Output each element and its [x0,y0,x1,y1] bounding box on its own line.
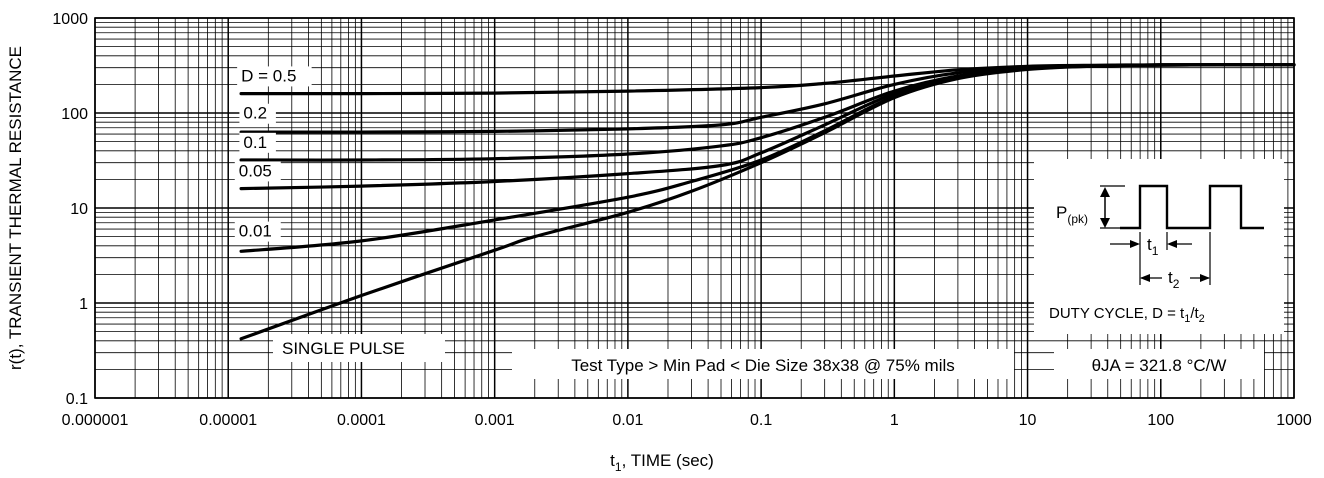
series-label-bg [237,66,312,87]
test-type-annotation: Test Type > Min Pad < Die Size 38x38 @ 7… [512,349,1014,379]
y-tick-label: 1000 [52,11,88,28]
series-label-bg [234,221,281,242]
single-pulse-text: SINGLE PULSE [282,339,405,358]
t2-dimension: t2 [1140,232,1211,291]
series-curve-d-0-5 [239,63,1296,96]
x-tick-label: 0.00001 [199,412,257,429]
series-label: 0.2 [243,104,267,123]
single-pulse-label: SINGLE PULSE [273,334,445,362]
x-tick-label: 1000 [1276,412,1312,429]
duty-cycle-inset: P(pk) t1 [1034,159,1284,334]
x-tick-label: 0.0001 [337,412,386,429]
duty-cycle-text: DUTY CYCLE, D = t1/t2 [1049,305,1205,325]
series-label-bg [239,132,276,153]
y-tick-label: 1 [79,296,88,313]
series-label-bg [239,103,276,124]
x-tick-label: 1 [890,412,899,429]
y-tick-label: 100 [61,106,88,123]
x-axis-title: t1, TIME (sec) [610,451,714,473]
t2-label: t2 [1168,268,1180,291]
x-tick-label: 0.01 [612,412,643,429]
y-tick-label: 0.1 [66,391,88,408]
x-tick-label: 0.001 [475,412,515,429]
plot-frame [94,17,1295,399]
t1-dimension: t1 [1110,232,1192,285]
test-type-text: Test Type > Min Pad < Die Size 38x38 @ 7… [571,356,955,375]
series-label-bg [234,161,281,182]
ppk-label: P(pk) [1056,203,1088,226]
t1-label: t1 [1147,235,1159,258]
series-label: 0.05 [239,161,272,180]
x-tick-label: 10 [1019,412,1037,429]
pulse-waveform [1120,184,1264,230]
x-tick-label: 0.1 [750,412,772,429]
tick-label-layer: 0.000001 0.00001 0.0001 0.001 0.01 0.1 1 10 100 1… [52,11,1311,429]
y-axis-title: r(t), TRANSIENT THERMAL RESISTANCE [6,46,25,370]
x-tick-label: 100 [1147,412,1174,429]
series-label-layer: D = 0.5 0.2 0.1 0.05 0.01 [234,66,312,242]
series-label: 0.1 [243,133,267,152]
series-layer [239,63,1296,341]
series-label: D = 0.5 [241,66,296,85]
theta-annotation: θJA = 321.8 °C/W [1054,349,1264,379]
series-label: 0.01 [239,222,272,241]
y-tick-label: 10 [70,201,88,218]
series-curve-single-pulse [239,63,1296,341]
x-tick-label: 0.000001 [62,412,129,429]
theta-text: θJA = 321.8 °C/W [1092,356,1227,375]
